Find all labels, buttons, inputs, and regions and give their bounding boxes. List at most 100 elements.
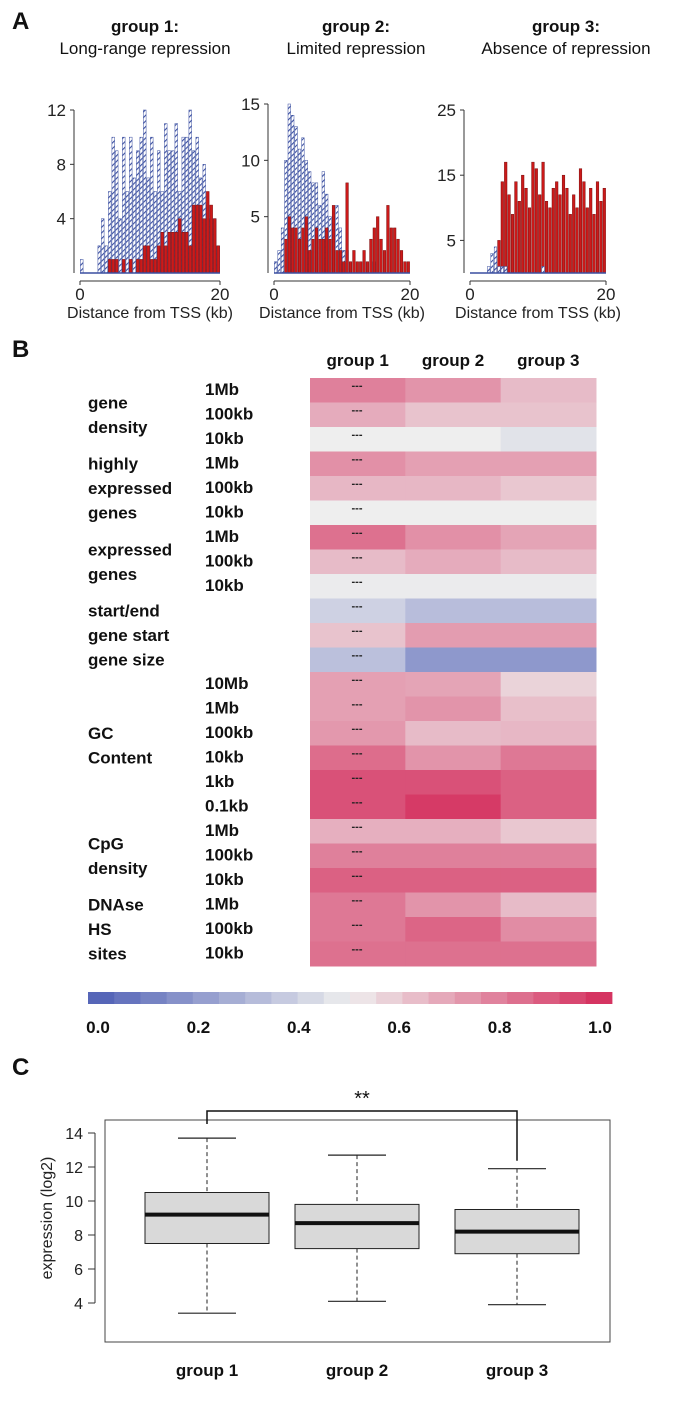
hist-bar (548, 207, 552, 274)
scale-label: 1Mb (205, 380, 239, 399)
colorbar-segment (323, 992, 351, 1004)
feature-label: DNAse (88, 896, 144, 915)
colorbar-segment (192, 992, 220, 1004)
x-tick-label: 0 (269, 285, 278, 304)
y-tick-label: 12 (47, 101, 66, 120)
y-tick-label: 14 (65, 1126, 83, 1143)
scale-label: 10kb (205, 748, 244, 767)
x-tick-label: 20 (401, 285, 420, 304)
y-tick-label: 12 (65, 1160, 83, 1177)
hist-bar (97, 245, 101, 274)
heatmap-cell (500, 451, 597, 477)
hist-bar (318, 238, 322, 274)
iqr-box (144, 1192, 270, 1244)
colorbar-segment (402, 992, 429, 1004)
hist-bar (129, 136, 133, 274)
hist-bar (578, 168, 583, 274)
hist-bar (561, 174, 566, 274)
feature-label: expressed (88, 540, 172, 559)
hist-bar (538, 194, 542, 274)
cell-marker: --- (352, 674, 363, 686)
heatmap-cell (500, 672, 597, 697)
hist-bar (599, 201, 603, 274)
cell-marker: --- (352, 797, 363, 809)
hist-bar (150, 136, 154, 274)
group-3-subtitle: Absence of repression (481, 39, 651, 58)
hist-bar (308, 250, 312, 274)
feature-label: gene (88, 393, 128, 412)
cell-marker: --- (352, 895, 363, 907)
feature-group: 1Mb 100kb 10kb DNAse HS sites (88, 895, 253, 964)
hist-bar (118, 218, 122, 274)
panel-b-heatmap: --- --- --- --- --- --- --- --- --- --- --- --- --- -… (86, 351, 613, 1037)
colorbar-segment (428, 992, 456, 1004)
hist-bar (132, 177, 136, 274)
scale-label: 10kb (205, 870, 244, 889)
x-axis-label: Distance from TSS (kb) (67, 305, 233, 322)
scale-label: 1Mb (205, 527, 239, 546)
hist-bar (551, 187, 555, 274)
hist-bar (213, 218, 217, 274)
colorbar-segment (245, 992, 272, 1004)
colorbar-segment (140, 992, 167, 1004)
cell-marker: --- (352, 748, 363, 760)
heatmap-cell (500, 770, 597, 795)
hist-bar (403, 261, 407, 274)
panel-c-boxplot: 4 6 8 10 12 14 expression (log2) group 1 group 2… (39, 1088, 611, 1380)
cell-marker: --- (352, 772, 363, 784)
hist-bar (493, 246, 498, 274)
feature-label: start/end (88, 602, 160, 621)
hist-bar (311, 238, 315, 274)
heatmap-cell (405, 623, 502, 648)
hist-bar (202, 218, 206, 274)
hist-bar (504, 161, 508, 274)
heatmap-cell (310, 696, 406, 722)
hist-bar (192, 204, 196, 274)
hist-bar (216, 245, 220, 274)
panel-b-letter: B (12, 336, 30, 363)
heatmap-cell (405, 794, 502, 820)
heatmap-cell (500, 868, 597, 893)
heatmap-cell (405, 427, 502, 452)
hist-bar (80, 259, 84, 274)
heatmap-cell (405, 745, 502, 771)
scale-label: 100kb (205, 846, 253, 865)
colorbar-tick-label: 0.4 (287, 1018, 311, 1037)
hist-bar (101, 218, 105, 274)
heatmap-cell (405, 598, 502, 624)
x-axis-label: Distance from TSS (kb) (455, 305, 621, 322)
heatmap-cell (405, 892, 502, 918)
hist-bar (338, 250, 342, 274)
hist-bar (125, 191, 129, 274)
cell-marker: --- (352, 503, 363, 515)
feature-label: genes (88, 504, 137, 523)
cell-marker: --- (352, 527, 363, 539)
hist-bar (592, 214, 596, 274)
heatmap-cell (310, 770, 406, 795)
hist-bar (206, 191, 210, 274)
heatmap-cell (405, 917, 502, 942)
hist-bar (572, 194, 576, 274)
hist-bar (565, 187, 569, 274)
hist-bar (507, 194, 511, 274)
cell-marker: --- (352, 380, 363, 392)
hist-bar (582, 181, 586, 274)
hist-bar (487, 266, 491, 274)
feature-label: highly (88, 455, 139, 474)
hist-bar (129, 259, 133, 274)
hist-bar (500, 181, 504, 274)
hist-bar (111, 136, 115, 274)
x-tick-label: 0 (75, 285, 84, 304)
hist-bar (558, 194, 562, 274)
heatmap-cell (310, 476, 406, 501)
hist-bar (167, 232, 171, 274)
y-tick-label: 25 (437, 101, 456, 120)
heatmap-cell (500, 500, 597, 526)
hist-bar (589, 187, 593, 274)
hist-bar (362, 250, 366, 274)
hist-bar (284, 238, 288, 274)
y-tick-label: 8 (57, 155, 66, 174)
scale-label: 10Mb (205, 674, 248, 693)
heatmap-cell (500, 574, 597, 599)
